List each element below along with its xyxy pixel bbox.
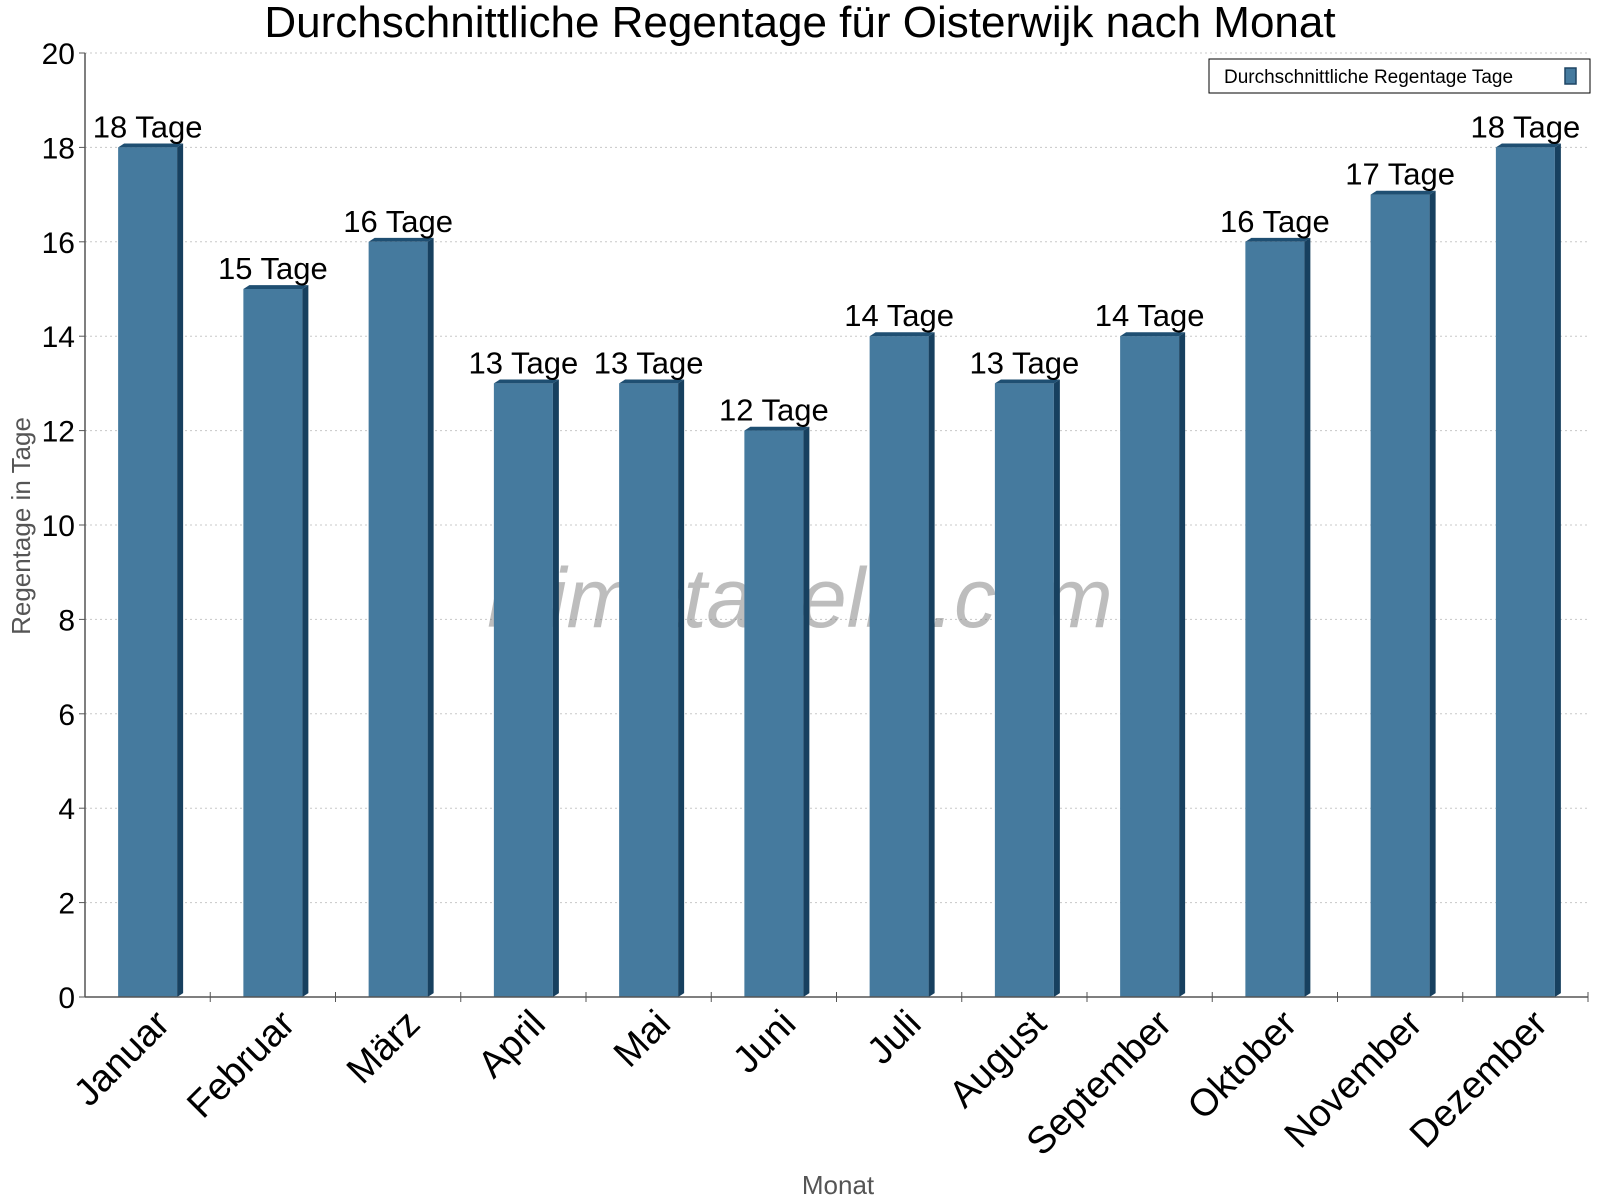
data-label: 17 Tage: [1345, 157, 1455, 192]
bar: [1495, 143, 1561, 997]
x-tick-label: April: [470, 1003, 553, 1086]
bar: [368, 237, 434, 998]
data-label: 13 Tage: [468, 345, 578, 380]
data-label: 18 Tage: [1470, 109, 1580, 144]
bar: [1120, 332, 1186, 997]
y-tick-label: 14: [42, 321, 75, 354]
bar: [869, 332, 935, 997]
x-tick-label: Juli: [859, 1003, 929, 1073]
y-tick-label: 12: [42, 416, 75, 449]
y-axis-title: Regentage in Tage: [6, 417, 36, 635]
x-axis-ticks: Januar Februar März April Mai Juni Juli AugustS…: [66, 1002, 1556, 1163]
x-tick-label: Juni: [725, 1003, 804, 1082]
data-label: 14 Tage: [1095, 298, 1205, 333]
bar: [493, 379, 559, 997]
x-tick-label: Oktober: [1180, 1002, 1306, 1128]
bar: [1370, 190, 1436, 998]
legend-box: [1208, 58, 1591, 94]
data-label: 12 Tage: [719, 393, 829, 428]
data-label: 16 Tage: [1220, 204, 1330, 239]
legend-swatch: [1564, 67, 1577, 85]
x-tick-label: März: [339, 1003, 428, 1092]
bar: [118, 143, 184, 997]
axes: [79, 52, 1589, 1002]
y-axis-ticks: 0 2 4 6 8 10 12 14 16 18 20: [42, 38, 75, 1015]
x-axis-title: Monat: [802, 1170, 875, 1200]
y-tick-label: 2: [58, 888, 75, 921]
data-label: 13 Tage: [594, 345, 704, 380]
y-tick-label: 8: [58, 604, 75, 637]
y-tick-label: 16: [42, 227, 75, 260]
bar: [994, 379, 1060, 997]
data-labels: 18 Tage 15 Tage 16 Tage 13 Tage 13 Tage 12 Ta…: [93, 109, 1581, 427]
y-tick-label: 6: [58, 699, 75, 732]
bar: [744, 426, 810, 998]
x-tick-label: Mai: [606, 1003, 679, 1076]
data-label: 14 Tage: [844, 298, 954, 333]
x-tick-label: August: [941, 1002, 1055, 1116]
data-label: 18 Tage: [93, 109, 203, 144]
bar: [1245, 237, 1311, 998]
x-tick-label: Dezember: [1402, 1002, 1556, 1156]
legend: Durchschnittliche Regentage Tage: [1208, 58, 1591, 94]
chart-title: Durchschnittliche Regentage für Oisterwi…: [264, 0, 1335, 47]
y-tick-label: 4: [58, 793, 75, 826]
bar: [243, 285, 309, 998]
grid-lines: [85, 52, 1588, 904]
x-tick-label: Januar: [66, 1002, 178, 1114]
y-tick-label: 18: [42, 132, 75, 165]
data-label: 15 Tage: [218, 251, 328, 286]
x-tick-label: Februar: [179, 1002, 303, 1126]
y-tick-label: 0: [58, 982, 75, 1015]
bar: [619, 379, 685, 997]
y-tick-label: 10: [42, 510, 75, 543]
legend-label: Durchschnittliche Regentage Tage: [1224, 67, 1513, 88]
data-label: 16 Tage: [343, 204, 453, 239]
data-label: 13 Tage: [969, 345, 1079, 380]
bar-series: [118, 143, 1561, 998]
y-tick-label: 20: [42, 38, 75, 71]
